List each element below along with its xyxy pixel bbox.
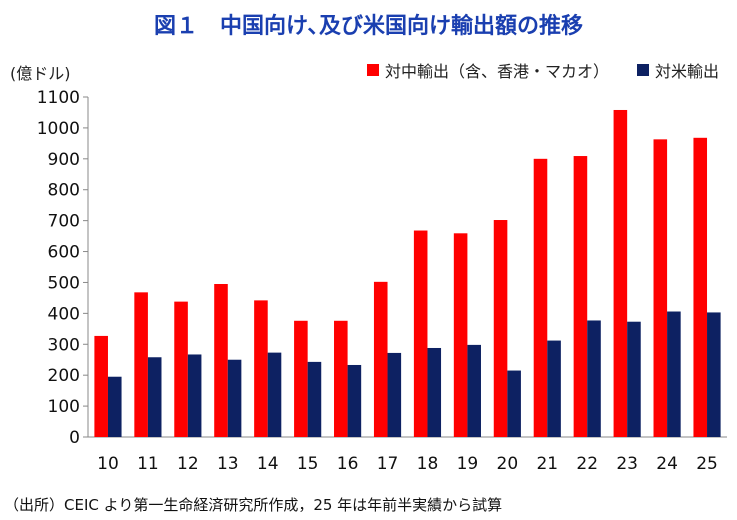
bar-china-20 xyxy=(493,220,508,437)
bar-us-23 xyxy=(627,321,641,437)
y-tick-label: 600 xyxy=(48,243,80,263)
bar-china-24 xyxy=(653,139,668,437)
bar-china-18 xyxy=(413,230,428,437)
x-tick-label: 20 xyxy=(497,454,519,474)
bar-us-11 xyxy=(147,357,162,437)
bar-china-23 xyxy=(613,109,628,438)
bar-us-19 xyxy=(467,344,481,437)
y-tick-label: 200 xyxy=(48,366,80,386)
x-tick-label: 18 xyxy=(417,454,439,474)
legend-item-china: 対中輸出（含、香港・マカオ） xyxy=(366,58,609,82)
x-tick-label: 21 xyxy=(536,454,558,474)
bar-us-21 xyxy=(547,340,561,437)
x-tick-label: 25 xyxy=(696,454,718,474)
x-tick-label: 24 xyxy=(656,454,678,474)
y-tick-label: 900 xyxy=(48,150,80,170)
bar-china-21 xyxy=(533,158,548,437)
legend-swatch-us xyxy=(636,64,649,76)
legend-label-us: 対米輸出 xyxy=(654,62,719,81)
bar-us-22 xyxy=(587,320,601,437)
bar-us-20 xyxy=(507,370,521,437)
legend-swatch-china xyxy=(366,64,379,76)
bar-us-18 xyxy=(427,347,442,437)
bar-us-25 xyxy=(707,312,721,437)
legend-label-china: 対中輸出（含、香港・マカオ） xyxy=(384,62,609,81)
legend: 対中輸出（含、香港・マカオ） 対米輸出 xyxy=(366,58,719,82)
bar-us-14 xyxy=(267,352,282,437)
bar-us-10 xyxy=(107,376,122,437)
bar-china-15 xyxy=(294,320,308,437)
bar-china-19 xyxy=(453,233,468,437)
bar-us-17 xyxy=(387,352,402,437)
x-tick-label: 10 xyxy=(97,454,119,474)
y-tick-label: 0 xyxy=(69,428,80,448)
x-tick-label: 14 xyxy=(257,454,279,474)
x-tick-label: 12 xyxy=(177,454,199,474)
y-tick-label: 500 xyxy=(48,273,80,293)
x-tick-label: 22 xyxy=(576,454,598,474)
bar-chart: 0 100 200 300 400 500 600 700 800 900 1000 1100 10 11… xyxy=(37,88,727,474)
bar-china-14 xyxy=(254,300,268,437)
x-tick-label: 19 xyxy=(457,454,479,474)
y-tick-label: 300 xyxy=(48,335,80,355)
x-tick-label: 13 xyxy=(217,454,239,474)
bar-china-13 xyxy=(214,284,228,437)
bar-us-24 xyxy=(667,311,681,437)
y-tick-label: 400 xyxy=(48,304,80,324)
y-tick-label: 800 xyxy=(48,181,80,201)
bar-china-11 xyxy=(134,292,148,437)
bar-us-16 xyxy=(347,364,362,437)
y-axis-unit-label: (億ドル) xyxy=(10,64,71,83)
y-tick-label: 700 xyxy=(48,212,80,232)
x-tick-label: 16 xyxy=(337,454,359,474)
x-tick-label: 11 xyxy=(137,454,159,474)
source-note: （出所）CEIC より第一生命経済研究所作成，25 年は年前半実績から試算 xyxy=(4,496,503,514)
x-tick-label: 17 xyxy=(377,454,399,474)
bar-us-13 xyxy=(227,359,242,437)
bar-china-22 xyxy=(573,156,588,437)
bar-us-15 xyxy=(307,361,322,437)
bar-china-16 xyxy=(334,320,348,437)
x-tick-label: 15 xyxy=(297,454,319,474)
y-tick-label: 1000 xyxy=(37,119,80,139)
bar-china-10 xyxy=(94,335,108,437)
bar-us-12 xyxy=(187,354,202,437)
x-tick-label: 23 xyxy=(616,454,638,474)
legend-item-us: 対米輸出 xyxy=(636,58,719,82)
bar-china-12 xyxy=(174,301,188,437)
y-tick-label: 100 xyxy=(48,397,80,417)
bar-china-17 xyxy=(373,281,388,437)
bar-china-25 xyxy=(693,137,708,438)
chart-title: 図１ 中国向け､及び米国向け輸出額の推移 xyxy=(153,14,583,39)
y-tick-label: 1100 xyxy=(37,88,80,108)
